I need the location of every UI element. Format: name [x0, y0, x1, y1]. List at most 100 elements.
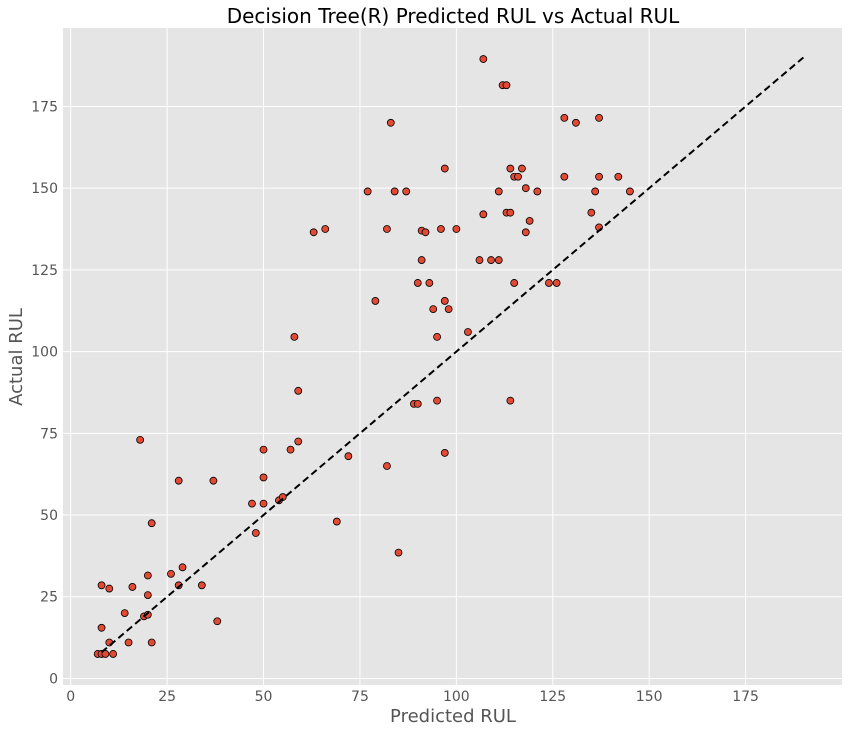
data-point [545, 279, 553, 287]
data-point [321, 225, 330, 233]
data-point [560, 172, 569, 181]
y-tick-label: 50 [40, 508, 58, 524]
chart-title: Decision Tree(R) Predicted RUL vs Actual… [227, 4, 680, 28]
y-tick-label: 125 [31, 263, 58, 279]
data-point [248, 499, 256, 508]
data-point [259, 445, 268, 454]
data-point [197, 581, 206, 590]
x-gridlines [70, 28, 747, 685]
data-point [433, 332, 441, 341]
data-point [402, 187, 411, 196]
data-point [614, 172, 623, 181]
y-tick-label: 100 [31, 345, 58, 361]
data-point [479, 210, 488, 219]
data-point [97, 581, 106, 590]
data-point [97, 623, 106, 632]
data-point [178, 563, 187, 572]
x-tick-label: 50 [255, 689, 273, 705]
data-point [101, 650, 110, 658]
data-point [521, 228, 530, 237]
x-tick-label: 125 [539, 689, 566, 705]
data-point [417, 256, 426, 264]
data-point [502, 81, 511, 90]
data-point [174, 476, 183, 485]
y-tick-label: 0 [49, 671, 58, 687]
data-point [425, 279, 434, 287]
data-point [413, 399, 422, 408]
x-tick-labels: 0 25 50 75 100 125 150 175 [66, 689, 759, 705]
data-point [344, 452, 353, 461]
x-axis-label: Predicted RUL [390, 706, 516, 727]
data-point [371, 297, 380, 305]
data-point [464, 328, 472, 336]
data-point [437, 225, 445, 233]
data-point [518, 164, 526, 173]
data-point [259, 473, 268, 482]
data-point [167, 569, 175, 578]
data-point [174, 581, 183, 590]
data-point [294, 437, 303, 446]
data-point [494, 187, 503, 196]
data-point [209, 476, 218, 485]
data-point [452, 225, 461, 233]
data-point [251, 529, 260, 537]
data-point [510, 279, 519, 287]
data-point [494, 256, 503, 264]
data-point [147, 638, 156, 647]
data-point [521, 184, 530, 193]
x-tick-label: 150 [636, 689, 663, 705]
data-point [278, 493, 287, 501]
data-point [383, 225, 391, 233]
data-point [487, 256, 495, 264]
data-point [572, 118, 580, 127]
data-point [475, 256, 484, 264]
y-gridlines [63, 105, 842, 679]
y-tick-label: 150 [31, 181, 58, 197]
data-point [440, 164, 449, 173]
x-tick-label: 0 [66, 689, 75, 705]
data-point [143, 571, 152, 580]
y-tick-label: 175 [31, 99, 58, 115]
data-point [479, 55, 488, 63]
data-point [124, 638, 133, 647]
y-tick-labels: 0 25 50 75 100 125 150 175 [31, 99, 58, 687]
data-point [363, 187, 372, 196]
data-points [93, 55, 634, 658]
data-point [309, 228, 318, 237]
data-point [440, 297, 449, 305]
data-point [286, 445, 295, 454]
data-point [533, 187, 542, 196]
data-point [525, 216, 534, 225]
y-tick-label: 25 [40, 590, 58, 606]
data-point [259, 499, 268, 508]
data-point [120, 609, 129, 617]
data-point [143, 591, 152, 600]
data-point [390, 187, 399, 196]
data-point [506, 208, 515, 217]
x-tick-label: 175 [732, 689, 759, 705]
x-tick-label: 100 [443, 689, 470, 705]
data-point [514, 172, 522, 181]
data-point [147, 519, 156, 528]
data-point [506, 164, 515, 173]
data-point [386, 118, 395, 127]
data-point [552, 279, 561, 287]
data-point [587, 208, 596, 217]
data-point [128, 583, 137, 591]
data-point [213, 617, 222, 626]
data-point [413, 279, 422, 287]
data-point [440, 449, 449, 457]
x-tick-label: 25 [158, 689, 176, 705]
data-point [560, 113, 569, 122]
data-point [506, 396, 515, 405]
x-tick-label: 75 [351, 689, 369, 705]
data-point [109, 650, 118, 658]
data-point [595, 172, 603, 181]
data-point [294, 386, 303, 395]
data-point [290, 332, 299, 341]
data-point [429, 305, 438, 314]
data-point [383, 462, 391, 470]
y-axis-label: Actual RUL [6, 308, 27, 406]
data-point [105, 584, 114, 593]
